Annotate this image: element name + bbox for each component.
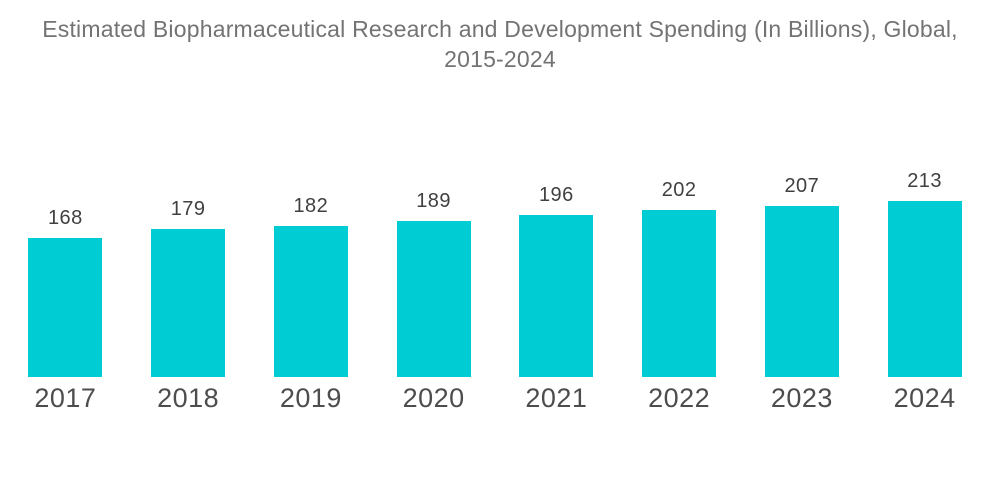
x-axis-label: 2019 (279, 383, 342, 413)
bar (396, 221, 471, 377)
bar (887, 201, 962, 377)
bar-value-label: 213 (907, 170, 943, 192)
bar-value-label: 207 (784, 175, 820, 197)
bar-group: 182 2019 (250, 142, 373, 412)
bar-value-label: 196 (538, 184, 574, 206)
bar-group: 207 2023 (741, 142, 864, 412)
bar-plot-area: 168 2017 179 2018 182 2019 189 2020 196 2021 202 20… (4, 142, 986, 412)
chart-title-line2: 2015-2024 (444, 46, 556, 72)
bar-group: 189 2020 (372, 142, 495, 412)
bar (151, 229, 226, 377)
bar-value-label: 189 (416, 190, 452, 212)
bar-group: 202 2022 (618, 142, 741, 412)
x-axis-label: 2018 (157, 383, 220, 413)
bar (28, 238, 103, 377)
chart-title-line1: Estimated Biopharmaceutical Research and… (42, 16, 958, 42)
bar-group: 196 2021 (495, 142, 618, 412)
bar-value-label: 202 (661, 179, 697, 201)
bar (764, 206, 839, 377)
bar-value-label: 179 (170, 198, 206, 220)
bar (642, 210, 717, 377)
x-axis-label: 2020 (402, 383, 465, 413)
bar-group: 213 2024 (863, 142, 986, 412)
x-axis-label: 2017 (34, 383, 97, 413)
x-axis-label: 2021 (525, 383, 588, 413)
x-axis-label: 2024 (893, 383, 956, 413)
chart-title: Estimated Biopharmaceutical Research and… (20, 14, 980, 74)
bar-group: 168 2017 (4, 142, 127, 412)
x-axis-label: 2022 (648, 383, 711, 413)
bar-value-label: 168 (47, 207, 83, 229)
bar-value-label: 182 (293, 195, 329, 217)
bar (273, 226, 348, 377)
bar-group: 179 2018 (127, 142, 250, 412)
x-axis-label: 2023 (770, 383, 833, 413)
bar (519, 215, 594, 377)
